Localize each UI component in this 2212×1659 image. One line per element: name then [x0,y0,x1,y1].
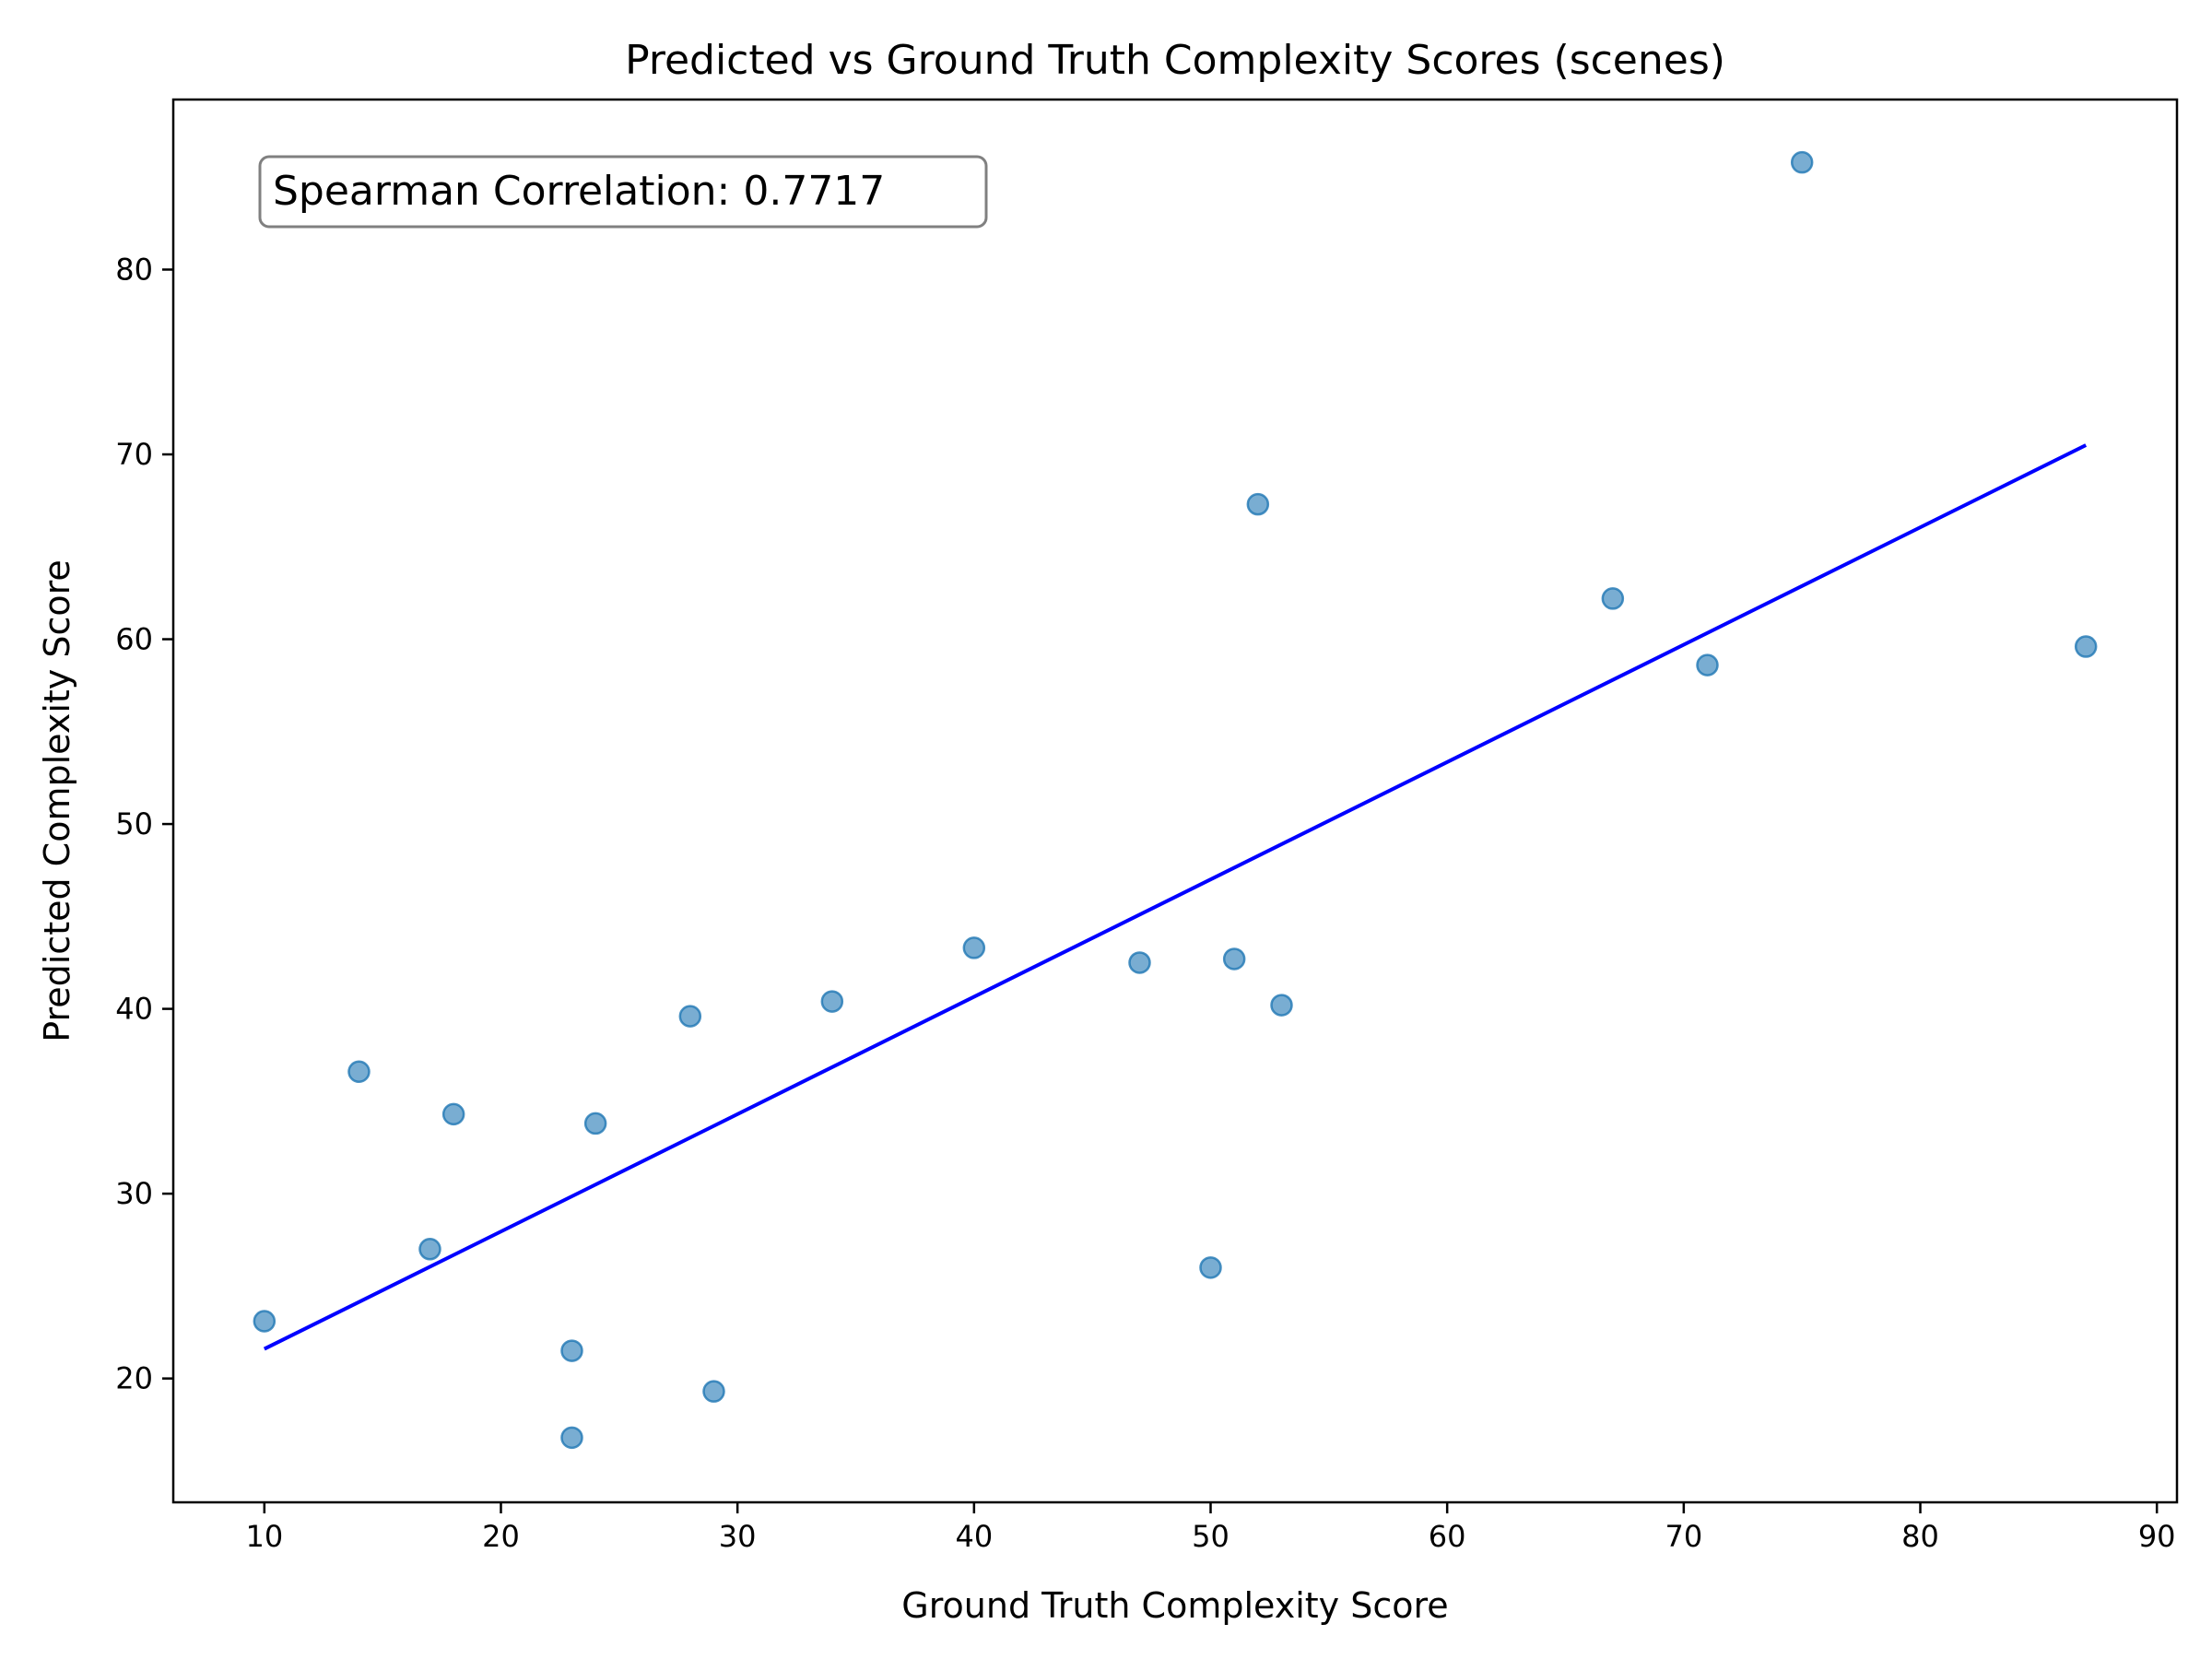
data-point [347,1060,371,1084]
data-point [1199,1256,1222,1279]
x-tick-label: 60 [1429,1519,1466,1554]
data-point [2074,635,2098,658]
data-point [1222,947,1246,971]
y-tick-label: 70 [115,437,153,472]
x-axis-label: Ground Truth Complexity Score [901,1585,1448,1626]
chart-title: Predicted vs Ground Truth Complexity Sco… [625,37,1725,84]
data-point [678,1005,702,1028]
data-point [1696,653,1719,677]
data-point [560,1426,583,1450]
data-point [962,936,986,959]
data-point [560,1339,583,1362]
data-point [1128,951,1151,974]
x-tick-label: 40 [955,1519,993,1554]
y-tick-label: 60 [115,622,153,657]
data-point [1246,492,1270,516]
x-tick-label: 50 [1192,1519,1230,1554]
x-tick-label: 10 [245,1519,283,1554]
annotation-box: Spearman Correlation: 0.7717 [258,155,988,229]
y-tick-label: 30 [115,1176,153,1211]
x-tick-label: 90 [2138,1519,2176,1554]
regression-line [263,443,2088,1351]
data-point [583,1112,607,1135]
annotation-border [258,155,988,229]
data-point [702,1380,725,1403]
y-tick-label: 80 [115,252,153,287]
y-tick-label: 50 [115,806,153,841]
data-point [1790,150,1814,174]
data-point [418,1238,441,1261]
y-tick-label: 20 [115,1361,153,1396]
data-point [820,990,844,1013]
spearman-correlation-label: Spearman Correlation: 0.7717 [273,168,885,215]
plot-area [253,150,2098,1450]
x-tick-label: 80 [1901,1519,1939,1554]
y-tick-label: 40 [115,992,153,1027]
axis-ticks: 10 20 30 40 50 60 70 80 90 20 30 40 50 60 70 80 [115,252,2175,1554]
y-axis-label: Predicted Complexity Score [37,559,77,1042]
data-point [253,1310,276,1333]
x-tick-label: 20 [482,1519,520,1554]
axes-frame [171,98,2179,1504]
x-tick-label: 30 [719,1519,757,1554]
x-tick-label: 70 [1665,1519,1702,1554]
data-point [441,1102,465,1126]
data-point [1270,994,1293,1017]
data-point [1601,587,1625,610]
